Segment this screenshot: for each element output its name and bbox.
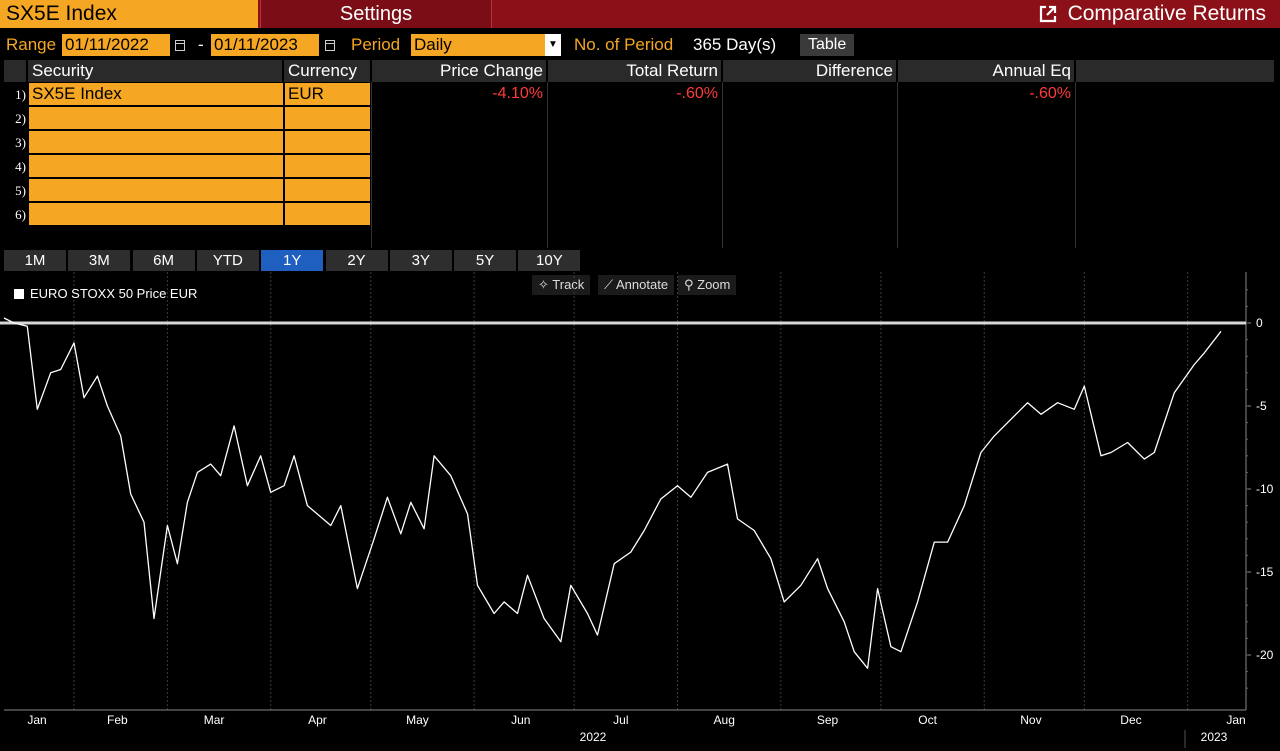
col-header-security[interactable]: Security: [28, 60, 282, 82]
column-divider: [371, 82, 372, 248]
x-tick-label: Jan: [27, 713, 46, 727]
y-tick-label: -5: [1256, 399, 1267, 413]
start-date-input[interactable]: 01/11/2022: [62, 34, 170, 56]
currency-input[interactable]: [285, 107, 370, 129]
security-input[interactable]: [29, 107, 283, 129]
currency-input[interactable]: [285, 203, 370, 225]
x-tick-label: Feb: [107, 713, 128, 727]
period-select[interactable]: Daily: [411, 34, 561, 56]
period-tab-3y[interactable]: 3Y: [389, 250, 452, 271]
calendar-icon[interactable]: [175, 40, 185, 51]
ticker-field[interactable]: SX5E Index: [0, 0, 258, 28]
x-tick-label: Sep: [817, 713, 839, 727]
column-divider: [722, 82, 723, 248]
security-input[interactable]: [29, 179, 283, 201]
calendar-icon[interactable]: [325, 40, 335, 51]
x-tick-label: Dec: [1120, 713, 1141, 727]
x-tick-label: Mar: [204, 713, 225, 727]
period-label: Period: [351, 35, 401, 54]
x-tick-label: Apr: [308, 713, 327, 727]
security-input[interactable]: [29, 131, 283, 153]
settings-tab[interactable]: Settings: [260, 0, 492, 28]
col-header-currency[interactable]: Currency: [284, 60, 370, 82]
popout-icon[interactable]: [1038, 4, 1058, 24]
search-icon: ⚲: [684, 277, 698, 292]
track-label: Track: [552, 277, 585, 292]
page-title: Comparative Returns: [1067, 2, 1266, 25]
period-tab-10y[interactable]: 10Y: [518, 250, 581, 271]
price-chart[interactable]: 0 -5 -10 -15 -20 Jan Feb Mar Apr May Jun Jul Aug Sep O…: [0, 272, 1280, 751]
price-change-value: -4.10%: [492, 85, 543, 102]
x-tick-label: Oct: [918, 713, 937, 727]
row-number: 4): [15, 159, 26, 174]
period-tab-5y[interactable]: 5Y: [454, 250, 517, 271]
period-tab-2y[interactable]: 2Y: [325, 250, 388, 271]
zoom-tool[interactable]: ⚲ Zoom: [678, 275, 737, 295]
currency-input[interactable]: [285, 155, 370, 177]
y-tick-label: -10: [1256, 482, 1274, 496]
period-tab-1m[interactable]: 1M: [4, 250, 66, 271]
y-tick-label: 0: [1256, 316, 1263, 330]
y-tick-label: -15: [1256, 565, 1274, 579]
x-tick-label: May: [406, 713, 429, 727]
x-tick-label: Jun: [511, 713, 530, 727]
row-number: 1): [15, 87, 26, 102]
period-tab-3m[interactable]: 3M: [68, 250, 131, 271]
security-input[interactable]: SX5E Index: [29, 83, 283, 105]
end-date-input[interactable]: 01/11/2023: [211, 34, 319, 56]
difference-value: [723, 83, 896, 105]
track-tool[interactable]: ✧ Track: [532, 275, 591, 295]
annotate-tool[interactable]: ⟋ Annotate: [598, 275, 675, 295]
function-title: Comparative Returns: [1038, 0, 1266, 28]
x-tick-label: Jul: [613, 713, 628, 727]
security-input[interactable]: [29, 155, 283, 177]
year-label: 2023: [1201, 730, 1228, 744]
table-button[interactable]: Table: [800, 34, 855, 56]
series-line: [3, 317, 1222, 669]
period-tab-6m[interactable]: 6M: [132, 250, 195, 271]
num-period-label: No. of Period: [574, 35, 674, 54]
crosshair-icon: ✧: [538, 277, 553, 292]
num-period-value: 365 Day(s): [693, 35, 777, 54]
total-return-value: -.60%: [676, 85, 718, 102]
chart-legend: EURO STOXX 50 Price EUR: [14, 286, 197, 301]
pencil-icon: ⟋: [604, 277, 616, 292]
y-tick-label: -20: [1256, 648, 1274, 662]
currency-input[interactable]: [285, 179, 370, 201]
col-header-index: [4, 60, 26, 82]
x-tick-label: Aug: [714, 713, 735, 727]
col-header-total-return[interactable]: Total Return: [548, 60, 721, 82]
range-dash: -: [198, 35, 204, 54]
security-input[interactable]: [29, 203, 283, 225]
year-label: 2022: [580, 730, 607, 744]
row-number: 2): [15, 111, 26, 126]
col-header-empty: [1076, 60, 1274, 82]
period-tab-ytd[interactable]: YTD: [196, 250, 259, 271]
annotate-label: Annotate: [616, 277, 669, 292]
period-tab-1y[interactable]: 1Y: [261, 250, 324, 271]
range-label: Range: [6, 35, 57, 54]
row-number: 5): [15, 183, 26, 198]
col-header-difference[interactable]: Difference: [723, 60, 896, 82]
annual-eq-value: -.60%: [1029, 85, 1071, 102]
currency-input[interactable]: [285, 131, 370, 153]
x-tick-label: Jan: [1226, 713, 1245, 727]
row-number: 6): [15, 207, 26, 222]
row-number: 3): [15, 135, 26, 150]
x-tick-label: Nov: [1020, 713, 1041, 727]
col-header-annual-eq[interactable]: Annual Eq: [898, 60, 1074, 82]
chevron-down-icon[interactable]: ▼: [545, 34, 561, 56]
zoom-label: Zoom: [697, 277, 731, 292]
legend-swatch: [14, 288, 24, 299]
currency-input[interactable]: EUR: [285, 83, 370, 105]
column-divider: [1075, 82, 1076, 248]
column-divider: [897, 82, 898, 248]
legend-label: EURO STOXX 50 Price EUR: [30, 286, 198, 301]
column-divider: [547, 82, 548, 248]
col-header-price-change[interactable]: Price Change: [372, 60, 546, 82]
range-row: Range 01/11/2022 - 01/11/2023 Period Dai…: [0, 33, 1280, 57]
